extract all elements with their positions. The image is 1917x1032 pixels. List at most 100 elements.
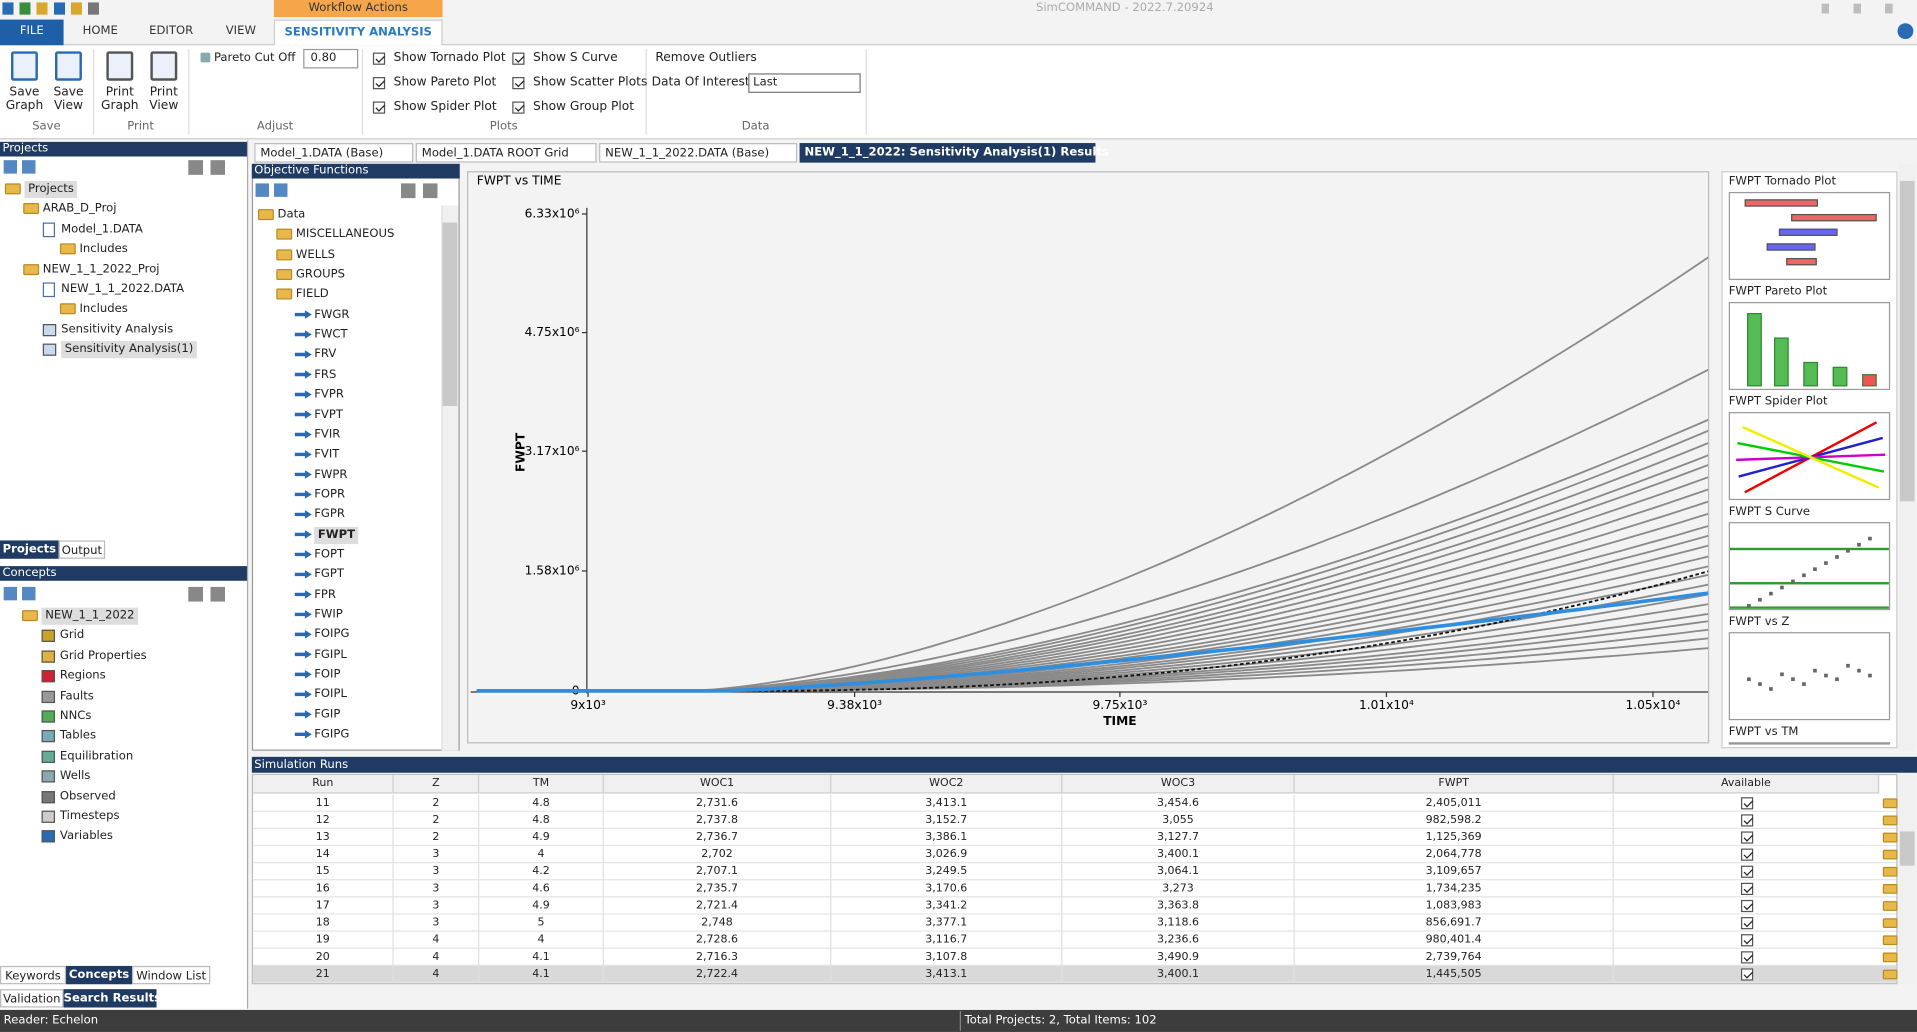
column-header[interactable]: WOC1 (603, 775, 832, 794)
tree-item[interactable]: FWCT (314, 327, 348, 342)
tree-item[interactable]: FOIPL (314, 687, 347, 702)
checkbox-label[interactable]: Show Group Plot (533, 100, 635, 114)
tree-item[interactable]: Equilibration (59, 749, 134, 763)
folder-icon[interactable] (1882, 798, 1898, 809)
tree-item[interactable]: FPR (314, 587, 336, 602)
tree-item[interactable]: Projects (24, 180, 78, 199)
search-field[interactable] (401, 183, 457, 199)
tree-item[interactable]: FGPT (314, 567, 344, 582)
tree-item[interactable]: ARAB_D_Proj (42, 202, 117, 216)
table-row[interactable] (253, 812, 1897, 829)
tree-item[interactable]: FGIP (314, 707, 341, 722)
folder-icon[interactable] (1882, 901, 1898, 911)
remove-outliers[interactable]: Remove Outliers (655, 51, 757, 65)
document-tab[interactable]: NEW_1_1_2022.DATA (Base) (599, 143, 798, 163)
folder-icon[interactable] (1882, 969, 1898, 980)
thumbnail-plot[interactable] (1728, 522, 1891, 611)
ribbon-button-icon[interactable] (55, 51, 82, 81)
tree-item[interactable]: FGIPG (314, 727, 350, 742)
tree-item[interactable]: Includes (79, 242, 128, 256)
tree-item[interactable]: FWPT (314, 526, 359, 544)
tree-item[interactable]: FGIPL (314, 647, 347, 662)
tree-item[interactable]: Grid (59, 628, 85, 643)
tree-item[interactable]: Sensitivity Analysis(1) (61, 341, 197, 359)
panel-tab[interactable]: Concepts (66, 965, 133, 985)
ribbon-tab[interactable]: EDITOR (149, 24, 194, 38)
tree-item[interactable]: FWPR (314, 467, 348, 482)
tree-item[interactable]: Grid Properties (59, 649, 147, 663)
checkbox[interactable] (1740, 797, 1754, 810)
tree-item[interactable]: Observed (59, 789, 116, 803)
tree-item[interactable]: NEW_1_1_2022.DATA (61, 282, 185, 296)
tree-item[interactable]: FOPR (314, 487, 346, 502)
tree-item[interactable]: Variables (59, 829, 113, 843)
tree-item[interactable]: Wells (59, 769, 91, 783)
tree-item[interactable]: FRS (314, 367, 337, 382)
checkbox-label[interactable]: Show Scatter Plots (533, 75, 648, 90)
thumbnail-plot[interactable] (1728, 412, 1891, 501)
folder-icon[interactable] (1882, 815, 1898, 826)
table-row[interactable] (253, 846, 1897, 864)
checkbox-label[interactable]: Show Tornado Plot (393, 51, 506, 65)
tree-item[interactable]: GROUPS (295, 267, 345, 282)
sort-buttons[interactable] (255, 183, 290, 197)
table-row[interactable] (253, 880, 1897, 898)
panel-tab[interactable]: Validation (0, 989, 64, 1008)
table-row[interactable] (253, 863, 1897, 881)
table-row[interactable] (253, 795, 1897, 812)
thumbnail-plot[interactable] (1728, 742, 1891, 745)
column-header[interactable]: FWPT (1294, 775, 1614, 794)
folder-icon[interactable] (1882, 935, 1898, 946)
tree-item[interactable]: FWIP (314, 607, 343, 622)
checkbox-label[interactable]: Show S Curve (533, 51, 618, 65)
document-tab[interactable]: NEW_1_1_2022: Sensitivity Analysis(1) Re… (799, 143, 1109, 163)
window-controls[interactable] (1821, 3, 1893, 14)
folder-icon[interactable] (1882, 866, 1898, 877)
column-header[interactable]: WOC2 (831, 775, 1063, 794)
tree-item[interactable]: MISCELLANEOUS (295, 227, 395, 242)
ribbon-tab[interactable]: FILE (0, 19, 64, 46)
ribbon-tab[interactable]: VIEW (225, 24, 256, 38)
tree-item[interactable]: Tables (59, 729, 97, 743)
checkbox[interactable] (512, 101, 525, 114)
ribbon-button-icon[interactable] (150, 51, 178, 81)
ribbon-button-icon[interactable] (11, 51, 38, 81)
tree-item[interactable]: FOPT (314, 547, 345, 562)
tree-item[interactable]: Data (277, 207, 306, 222)
thumbnail-title[interactable]: FWPT S Curve (1728, 504, 1811, 519)
tree-item[interactable]: FRV (314, 347, 337, 362)
interest-dropdown[interactable]: Last (748, 73, 861, 93)
ribbon-button[interactable]: Print Graph (101, 85, 139, 113)
table-row[interactable] (253, 932, 1897, 949)
checkbox[interactable] (1740, 848, 1754, 861)
tree-item[interactable]: FOIP (314, 667, 341, 682)
column-header[interactable]: Z (393, 775, 480, 794)
sort-buttons[interactable] (3, 160, 38, 174)
scrollbar[interactable] (1898, 773, 1916, 985)
checkbox[interactable] (1740, 968, 1754, 981)
tree-item[interactable]: Timesteps (59, 809, 120, 823)
scroll-thumb[interactable] (442, 222, 458, 406)
folder-icon[interactable] (1882, 952, 1898, 963)
tree-item[interactable]: FWGR (314, 307, 350, 322)
table-row[interactable] (253, 949, 1897, 966)
table-row[interactable] (253, 897, 1897, 915)
tree-item[interactable]: NEW_1_1_2022_Proj (42, 262, 160, 276)
checkbox[interactable] (1740, 882, 1754, 896)
checkbox[interactable] (1740, 865, 1754, 878)
column-header[interactable]: Available (1613, 775, 1880, 794)
ribbon-tab[interactable]: SENSITIVITY ANALYSIS (273, 19, 443, 46)
panel-tab[interactable]: Keywords (0, 965, 67, 985)
tree-item[interactable]: Includes (79, 302, 128, 316)
tree-item[interactable]: FOIPG (314, 627, 350, 642)
folder-icon[interactable] (1882, 918, 1898, 929)
checkbox[interactable] (1740, 831, 1754, 844)
scroll-thumb[interactable] (1899, 831, 1915, 866)
search-field[interactable] (188, 586, 244, 602)
checkbox[interactable] (512, 52, 525, 65)
panel-tab[interactable]: Search Results (63, 989, 161, 1008)
tree-item[interactable]: FVIT (314, 447, 340, 462)
column-header[interactable]: WOC3 (1062, 775, 1295, 794)
checkbox[interactable] (372, 77, 386, 90)
checkbox[interactable] (1740, 934, 1754, 947)
